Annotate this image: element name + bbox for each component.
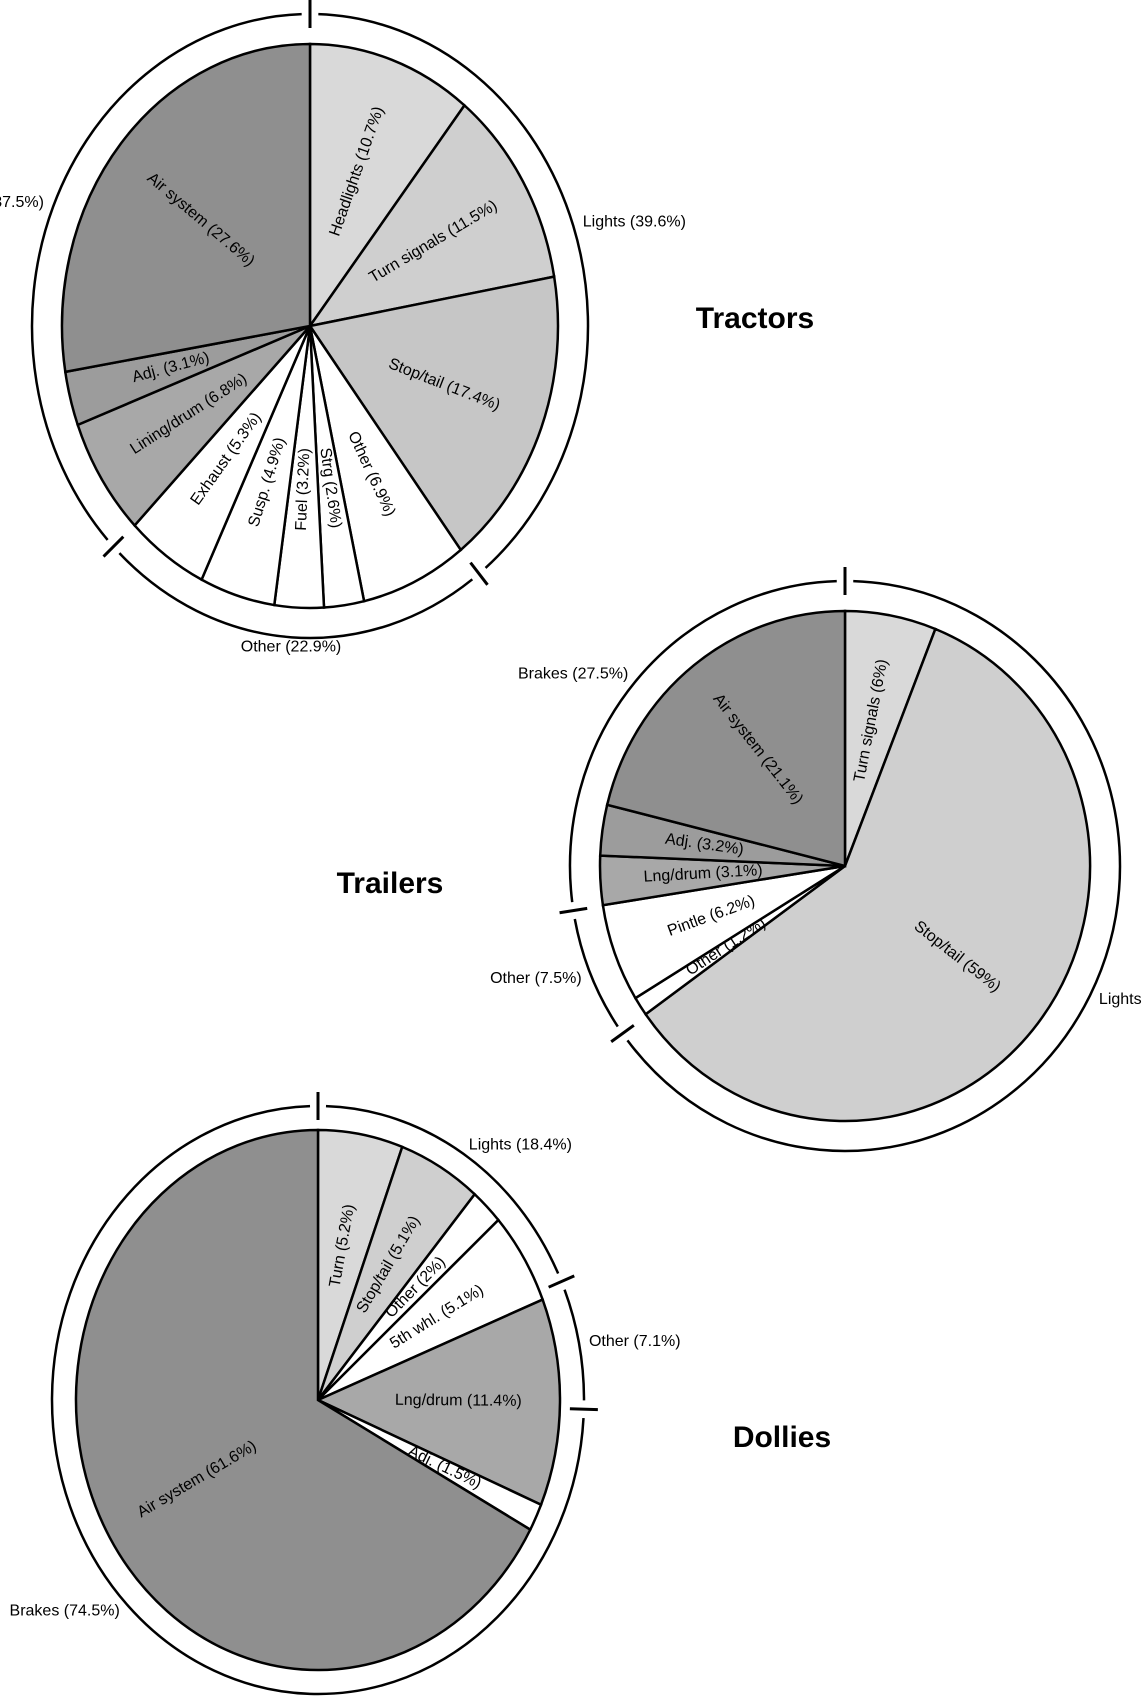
group-arc <box>318 12 590 569</box>
group-label: Lights (18.4%) <box>469 1137 572 1154</box>
group-value-label: (7.5%) <box>535 970 582 987</box>
slice-label: Lng/drum (11.4%) <box>395 1392 522 1410</box>
pie-slice <box>76 324 311 528</box>
slice-name: Lng/drum <box>643 865 711 886</box>
slice-label: Strg (2.6%) <box>316 447 344 529</box>
group-arc <box>568 579 837 903</box>
slice-name: Turn <box>327 1254 349 1289</box>
slice-value-label: (6%) <box>868 658 891 694</box>
slice-label: Lng/drum (3.1%) <box>643 862 763 886</box>
pie-slice <box>308 42 467 330</box>
slice-name: Lng/drum <box>395 1392 463 1410</box>
slice-label: Fuel (3.2%) <box>293 448 314 531</box>
group-value-label: (7.1%) <box>633 1333 680 1350</box>
group-name: Other <box>241 639 282 656</box>
slice-name: Strg <box>316 447 337 478</box>
slice-name: Adj. <box>664 831 694 852</box>
pie-title: Tractors <box>696 302 814 335</box>
group-arc <box>30 12 302 541</box>
group-value-label: (27.5%) <box>572 666 628 683</box>
group-arc <box>325 1104 560 1275</box>
group-divider <box>469 561 489 586</box>
group-label: Other (7.1%) <box>589 1333 681 1350</box>
pie-slice <box>307 103 556 328</box>
group-name: Other <box>589 1333 630 1350</box>
group-arc <box>563 1289 586 1401</box>
group-name: Brakes <box>518 666 568 683</box>
group-name: Brakes <box>10 1603 60 1620</box>
group-label: Lights (65%) <box>1099 991 1147 1008</box>
pie-slice <box>74 1128 532 1672</box>
group-divider <box>548 1274 575 1289</box>
pie-slice <box>60 42 312 374</box>
pie-title: Dollies <box>733 1421 831 1454</box>
slice-value-label: (3.2%) <box>696 835 745 858</box>
group-label: Other (7.5%) <box>490 970 582 987</box>
group-value-label: (37.5%) <box>0 194 44 211</box>
group-value-label: (22.9%) <box>285 639 341 656</box>
slice-label: Adj. (3.2%) <box>664 831 745 859</box>
group-arc <box>573 918 619 1028</box>
group-divider <box>610 1024 635 1043</box>
group-arc <box>626 579 1122 1153</box>
pie-slice <box>643 627 1092 1123</box>
slice-value-label: (2.6%) <box>321 480 344 529</box>
pie-slice <box>308 325 463 603</box>
group-label: Brakes (74.5%) <box>10 1603 120 1620</box>
slice-name: Fuel <box>293 499 311 531</box>
group-arc <box>50 1104 585 1696</box>
group-label: Brakes (37.5%) <box>0 194 44 211</box>
group-divider <box>559 906 588 915</box>
pie-title: Trailers <box>337 867 444 900</box>
group-value-label: (18.4%) <box>516 1137 572 1154</box>
group-arc <box>118 552 474 640</box>
group-value-label: (74.5%) <box>64 1603 120 1620</box>
group-divider <box>569 1407 598 1412</box>
group-name: Other <box>490 970 531 987</box>
slice-value-label: (3.1%) <box>715 862 763 882</box>
group-label: Other (22.9%) <box>241 639 342 656</box>
slice-name: Adj. <box>131 363 162 387</box>
group-value-label: (39.6%) <box>630 214 686 231</box>
slice-value-label: (3.2%) <box>295 448 314 496</box>
pie-slice <box>307 275 560 552</box>
group-divider <box>102 535 125 558</box>
group-name: Lights <box>583 214 626 231</box>
group-name: Lights <box>469 1137 512 1154</box>
pie-slice <box>314 1297 562 1507</box>
group-label: Lights (39.6%) <box>583 214 686 231</box>
slice-value-label: (11.4%) <box>467 1393 522 1410</box>
pie-slice <box>605 609 847 868</box>
group-name: Lights <box>1099 991 1142 1008</box>
group-label: Brakes (27.5%) <box>518 666 628 683</box>
